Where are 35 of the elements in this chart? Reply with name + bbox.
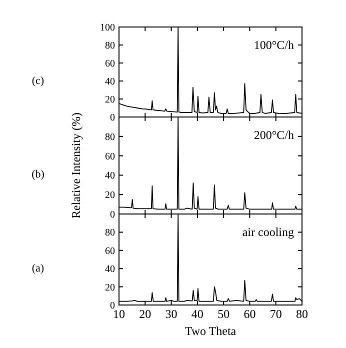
y-tick-label: 40: [105, 170, 115, 182]
y-tick-label: 80: [105, 132, 115, 143]
y-tick-label: 80: [105, 40, 115, 52]
y-tick-label: 20: [105, 94, 115, 106]
x-tick-label: 60: [244, 307, 256, 321]
x-tick-label: 80: [296, 307, 308, 321]
y-tick-label: 40: [105, 264, 115, 276]
y-tick-label: 20: [105, 190, 115, 202]
y-tick-label: 100: [100, 22, 115, 34]
y-tick-label: 0: [110, 112, 115, 124]
x-tick-label: 20: [139, 307, 152, 321]
y-axis-title: Relative Intensity (%): [69, 112, 83, 218]
y-tick-label: 0: [110, 210, 115, 220]
x-tick-label: 10: [113, 307, 125, 321]
text: (c): [32, 75, 44, 87]
line-series: [118, 116, 302, 210]
line-series: [118, 214, 302, 302]
x-tick-label: 40: [191, 307, 204, 321]
y-tick-label: 0: [110, 300, 115, 312]
text: (a): [32, 262, 44, 274]
y-tick-label: 60: [105, 246, 115, 257]
y-tick-label: 60: [105, 151, 115, 162]
y-tick-label: 60: [105, 58, 115, 70]
x-axis-title: Two Theta: [184, 324, 237, 338]
line-series: [118, 26, 302, 114]
y-tick-label: 80: [105, 228, 115, 239]
y-tick-label: 20: [105, 282, 115, 294]
x-tick-label: 50: [218, 307, 230, 321]
text: (b): [32, 168, 45, 180]
annotation: air cooling: [242, 225, 294, 239]
annotation: 200°C/h: [254, 128, 294, 142]
x-tick-label: 30: [165, 307, 178, 321]
y-tick-label: 40: [105, 76, 115, 88]
annotation: 100°C/h: [254, 38, 294, 52]
x-tick-label: 70: [270, 307, 282, 321]
